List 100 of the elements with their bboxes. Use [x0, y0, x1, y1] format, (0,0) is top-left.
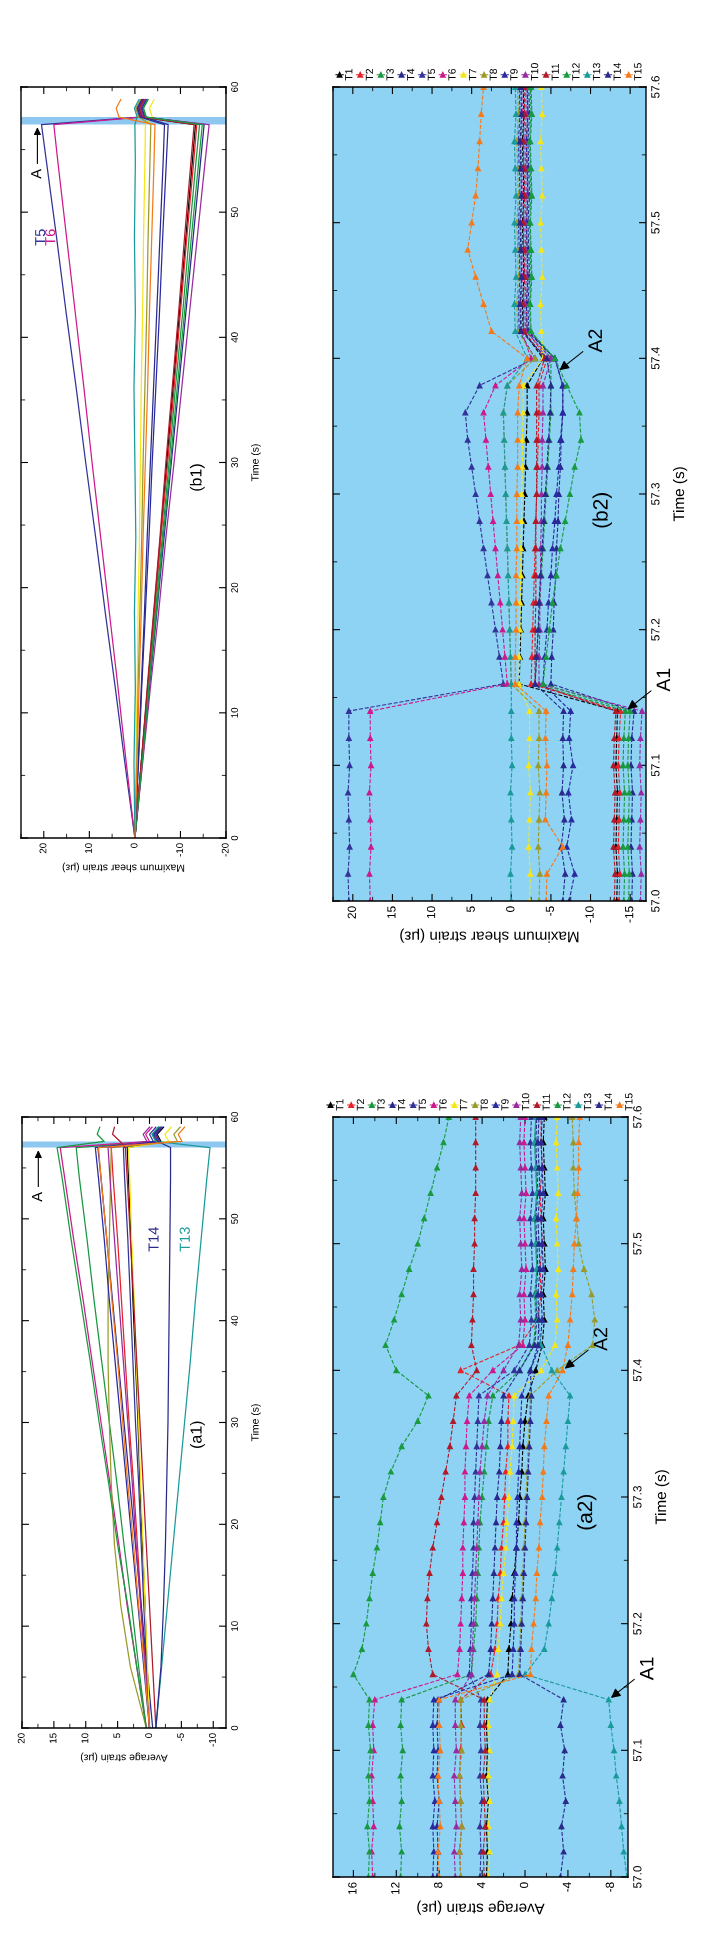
y-axis-title: Time (s) [672, 467, 688, 522]
annotation: (b1) [189, 464, 205, 491]
legend-label: T6 [448, 68, 456, 81]
x-tick-label: 5 [466, 906, 475, 912]
legend-label: T5 [418, 1099, 427, 1111]
x-tick-label: 0 [145, 1733, 153, 1738]
y-tick-label: 30 [231, 1417, 238, 1428]
annotation: (b2) [592, 493, 612, 528]
y-tick-label: 57.6 [651, 76, 660, 99]
annotation: A2 [593, 1328, 608, 1351]
y-tick-label: 20 [231, 582, 238, 593]
legend-label: T6 [439, 1099, 447, 1111]
annotation: (a1) [190, 1421, 205, 1448]
x-tick-label: 20 [39, 843, 47, 854]
legend-label: T12 [563, 1093, 571, 1111]
legend-label: T1 [336, 1099, 344, 1111]
x-tick-label: -5 [545, 906, 555, 916]
x-tick-label: -15 [625, 906, 634, 923]
legend-label: T4 [407, 68, 415, 81]
legend-label: T4 [398, 1098, 406, 1111]
legend-label: T1 [345, 68, 353, 81]
y-tick-label: 30 [231, 457, 238, 468]
legend-label: T7 [469, 68, 477, 81]
y-tick-label: 57.3 [651, 483, 660, 506]
y-tick-label: 10 [231, 1621, 238, 1631]
legend-label: T15 [634, 63, 642, 81]
x-tick-label: -8 [605, 1882, 615, 1892]
y-tick-label: 57.5 [651, 211, 660, 234]
y-tick-label: 0 [231, 1725, 238, 1731]
x-tick-label: 5 [113, 1733, 121, 1738]
text: T13 [179, 1227, 190, 1252]
y-tick-label: 57.6 [633, 1106, 642, 1129]
x-axis-title: Average strain (με) [80, 1752, 168, 1763]
y-tick-label: 20 [231, 1519, 238, 1530]
y-tick-label: 57.3 [633, 1486, 642, 1509]
x-tick-label: -4 [562, 1882, 571, 1892]
annotation: A1 [639, 1657, 654, 1681]
legend-label: T7 [460, 1099, 468, 1111]
x-tick-label: -10 [176, 843, 184, 857]
y-tick-label: 40 [231, 332, 238, 343]
annotation: A1 [656, 668, 671, 692]
y-tick-label: 10 [231, 707, 238, 718]
band-label: A [32, 1192, 43, 1202]
x-tick-label: 20 [347, 906, 356, 919]
legend-label: T3 [377, 1099, 385, 1111]
y-tick-label: 57.1 [651, 754, 660, 777]
y-tick-label: 40 [231, 1315, 238, 1326]
x-tick-label: 10 [85, 843, 92, 853]
text: T14 [148, 1227, 159, 1252]
legend-label: T12 [572, 63, 580, 81]
legend-label: T2 [365, 68, 373, 81]
text: T6 [45, 229, 56, 246]
legend-label: T8 [480, 1099, 488, 1111]
text: T5 [35, 229, 46, 246]
band-label: A [31, 169, 42, 179]
legend-label: T14 [604, 1093, 612, 1111]
x-tick-label: 15 [49, 1733, 57, 1743]
y-axis-title: Time (s) [654, 1470, 670, 1525]
legend-label: T9 [501, 1099, 509, 1111]
x-tick-label: -10 [585, 906, 594, 923]
x-tick-label: 0 [506, 906, 515, 912]
legend-label: T13 [592, 63, 601, 81]
x-tick-label: -5 [177, 1733, 184, 1742]
legend-label: T10 [530, 63, 539, 81]
x-tick-label: 10 [426, 906, 436, 919]
legend-label: T13 [583, 1093, 592, 1111]
x-tick-label: 12 [391, 1882, 400, 1895]
y-axis-title: Time (s) [251, 1404, 261, 1442]
x-tick-label: 20 [17, 1733, 25, 1744]
legend-label: T3 [386, 68, 394, 81]
y-tick-label: 57.4 [633, 1359, 642, 1382]
x-tick-label: 15 [387, 906, 396, 919]
legend-label: T10 [521, 1093, 530, 1111]
legend-label: T11 [542, 1094, 550, 1111]
y-tick-label: 57.2 [633, 1612, 642, 1635]
x-axis-title: Maximum shear strain (με) [400, 928, 579, 943]
x-tick-label: -10 [208, 1733, 216, 1747]
y-tick-label: 60 [231, 1111, 238, 1122]
y-tick-label: 57.0 [651, 889, 660, 913]
legend-label: T11 [551, 63, 559, 81]
x-axis-title: Maximum shear strain (με) [62, 862, 185, 873]
y-tick-label: 50 [231, 1213, 238, 1224]
annotation: A2 [588, 329, 602, 353]
x-tick-label: 16 [348, 1882, 357, 1895]
annotation: (a2) [576, 1494, 597, 1530]
x-tick-label: 0 [130, 843, 138, 848]
y-tick-label: 57.0 [633, 1865, 642, 1889]
x-tick-label: 4 [477, 1882, 486, 1889]
legend-label: T15 [625, 1093, 633, 1111]
x-tick-label: 10 [81, 1733, 89, 1743]
legend-label: T5 [427, 68, 436, 81]
y-tick-label: 50 [231, 207, 238, 218]
legend-label: T2 [356, 1099, 364, 1111]
y-tick-label: 57.1 [633, 1739, 642, 1762]
legend-label: T14 [613, 62, 621, 81]
y-axis-title: Time (s) [251, 444, 261, 482]
y-tick-label: 0 [231, 835, 238, 841]
x-tick-label: 8 [434, 1882, 443, 1888]
x-tick-label: -20 [221, 843, 229, 857]
legend-label: T8 [489, 68, 497, 81]
